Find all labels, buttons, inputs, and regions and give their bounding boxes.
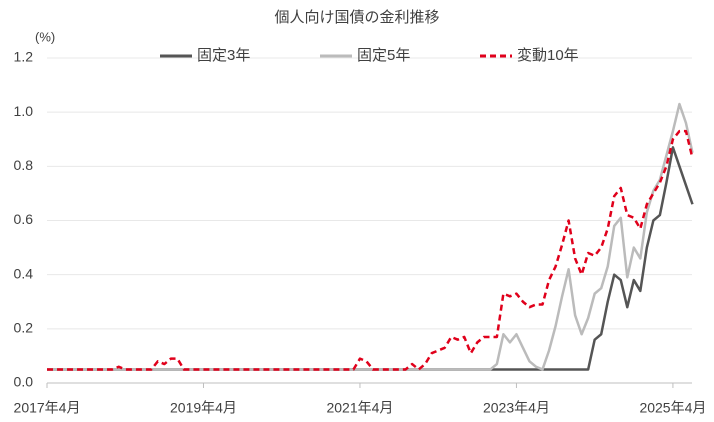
series-line bbox=[47, 129, 694, 371]
legend-label: 固定5年 bbox=[357, 47, 410, 64]
chart-title: 個人向け国債の金利推移 bbox=[274, 9, 439, 26]
y-tick-label: 0.4 bbox=[14, 265, 34, 281]
legend-label: 固定3年 bbox=[197, 47, 250, 64]
y-tick-label: 1.2 bbox=[14, 49, 34, 65]
y-tick-label: 0.6 bbox=[14, 211, 34, 227]
y-tick-label: 0.8 bbox=[14, 157, 34, 173]
y-tick-label: 0.0 bbox=[14, 374, 34, 390]
x-tick-label: 2023年4月 bbox=[483, 400, 550, 416]
legend-label: 変動10年 bbox=[517, 47, 579, 64]
series-line bbox=[47, 102, 694, 371]
x-tick-label: 2025年4月 bbox=[639, 400, 706, 416]
series-line bbox=[47, 146, 694, 371]
y-axis-label: (%) bbox=[35, 29, 55, 44]
x-tick-label: 2017年4月 bbox=[14, 400, 81, 416]
x-tick-label: 2021年4月 bbox=[326, 400, 393, 416]
x-tick-label: 2019年4月 bbox=[170, 400, 237, 416]
y-tick-label: 1.0 bbox=[14, 103, 34, 119]
y-tick-label: 0.2 bbox=[14, 320, 34, 336]
